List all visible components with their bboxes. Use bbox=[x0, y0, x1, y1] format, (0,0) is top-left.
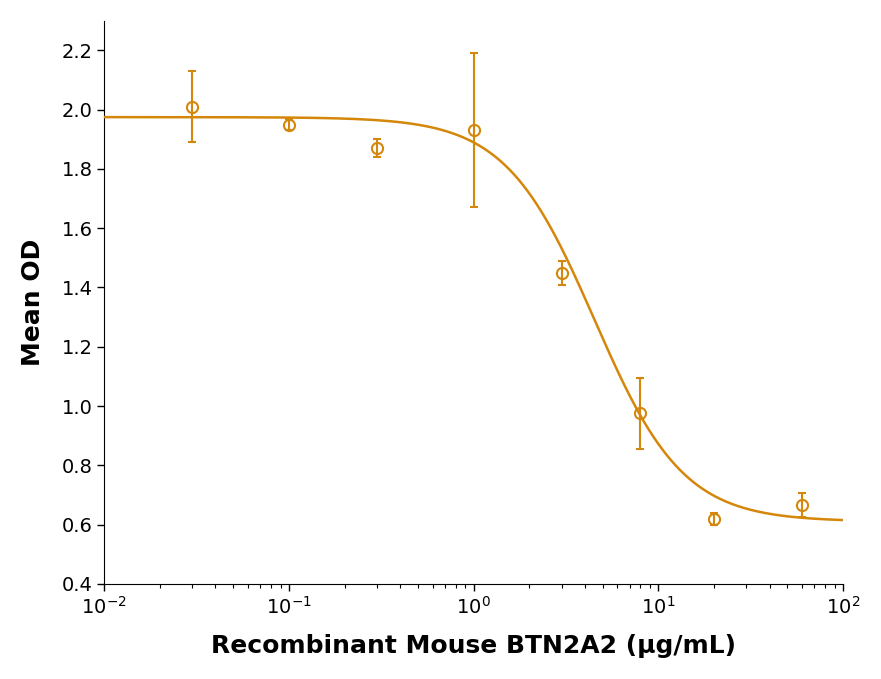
Y-axis label: Mean OD: Mean OD bbox=[21, 239, 45, 366]
X-axis label: Recombinant Mouse BTN2A2 (μg/mL): Recombinant Mouse BTN2A2 (μg/mL) bbox=[211, 634, 737, 658]
